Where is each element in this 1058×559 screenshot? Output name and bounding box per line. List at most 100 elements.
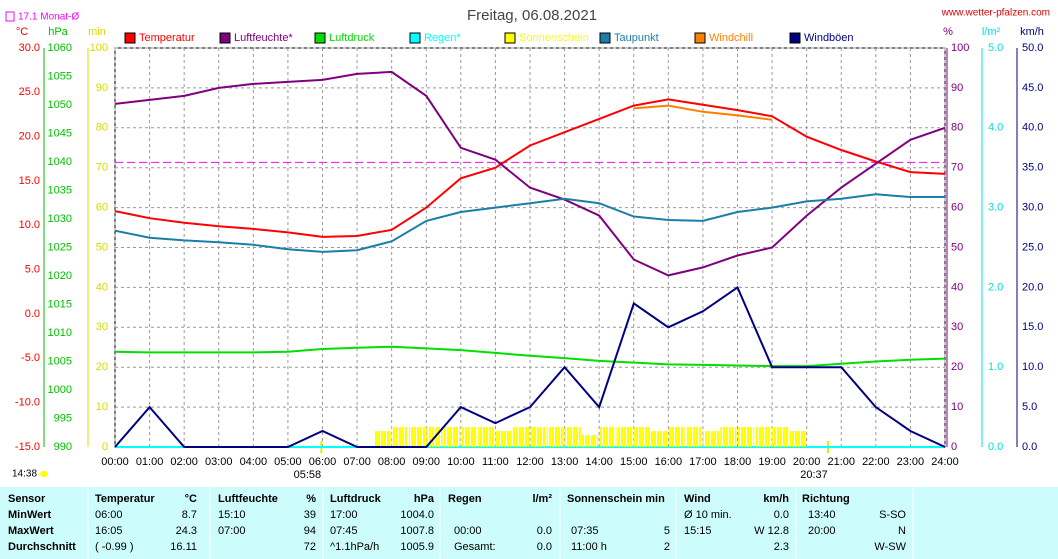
x-tick-label: 21:00 (827, 456, 855, 468)
y-tick-label: 1045 (48, 127, 72, 139)
x-tick-label: 07:00 (343, 456, 371, 468)
table-cell: ( -0.99 ) (95, 541, 134, 553)
table-header: Regen (448, 493, 482, 505)
x-tick-label: 24:00 (931, 456, 959, 468)
x-tick-label: 19:00 (758, 456, 786, 468)
legend-swatch (124, 32, 136, 44)
axis-unit: hPa (48, 26, 68, 38)
legend-label: Luftdruck (329, 32, 375, 44)
y-tick-label: 1010 (48, 327, 72, 339)
y-tick-label: -5.0 (21, 352, 40, 364)
y-tick-label: 80 (96, 122, 108, 134)
y-tick-label: 990 (54, 441, 72, 453)
series-line (114, 345, 946, 368)
x-tick-label: 16:00 (655, 456, 683, 468)
y-tick-label: 10.0 (19, 219, 40, 231)
y-tick-label: 10 (951, 401, 963, 413)
site-url: www.wetter-pfalzen.com (941, 8, 1050, 19)
y-tick-label: 40 (951, 281, 963, 293)
sunset-label: 20:37 (800, 469, 828, 481)
table-header: Luftfeuchte (218, 493, 278, 505)
table-header: °C (185, 493, 197, 505)
table-header: l/m² (532, 493, 552, 505)
table-cell: 15:15 (684, 525, 712, 537)
legend-swatch (789, 32, 801, 44)
x-tick-label: 06:00 (309, 456, 337, 468)
series-line (114, 285, 946, 448)
y-tick-label: 0.0 (25, 308, 40, 320)
y-tick-label: 40.0 (1022, 122, 1043, 134)
x-tick-label: 14:00 (585, 456, 613, 468)
table-cell: 24.3 (176, 525, 197, 537)
x-tick-label: 09:00 (412, 456, 440, 468)
legend-label: Sonnenschein (519, 32, 589, 44)
series-line (114, 70, 946, 277)
y-tick-label: 1015 (48, 298, 72, 310)
y-tick-label: 25.0 (19, 86, 40, 98)
table-cell: Gesamt: (454, 541, 496, 553)
table-cell: Ø 10 min. (684, 509, 732, 521)
y-tick-label: 100 (90, 42, 108, 54)
legend-swatch (599, 32, 611, 44)
avg-icon (5, 11, 15, 22)
x-tick-label: 17:00 (689, 456, 717, 468)
table-header: km/h (763, 493, 789, 505)
row-label: MinWert (8, 509, 52, 521)
y-tick-label: 50 (96, 241, 108, 253)
y-tick-label: 1.0 (988, 361, 1003, 373)
table-cell: 13:40 (808, 509, 836, 521)
sun-icon (40, 471, 48, 477)
table-cell: 1005.9 (400, 541, 434, 553)
chart-title: Freitag, 06.08.2021 (467, 7, 597, 24)
sunshine-bar (599, 427, 616, 447)
y-tick-label: 35.0 (1022, 162, 1043, 174)
sunshine-bar (564, 427, 581, 447)
table-cell: ^1.1hPa/h (330, 541, 379, 553)
x-tick-label: 20:00 (793, 456, 821, 468)
y-tick-label: 1055 (48, 70, 72, 82)
y-tick-label: 70 (951, 162, 963, 174)
sunshine-bar (702, 431, 720, 447)
table-cell: W 12.8 (754, 525, 789, 537)
y-tick-label: 4.0 (988, 122, 1003, 134)
y-tick-label: 10 (96, 401, 108, 413)
sunshine-bar (512, 427, 529, 447)
legend-swatch (409, 32, 421, 44)
x-tick-label: 13:00 (551, 456, 579, 468)
y-tick-label: 0 (102, 441, 108, 453)
y-tick-label: 20.0 (19, 131, 40, 143)
table-cell: 11:00 h (571, 541, 607, 553)
sunshine-bar (772, 427, 789, 447)
table-cell: 16:05 (95, 525, 123, 537)
table-header: Sensor (8, 493, 46, 505)
x-tick-label: 15:00 (620, 456, 648, 468)
table-cell: 94 (304, 525, 316, 537)
legend-label: Windchill (709, 32, 753, 44)
y-tick-label: 40 (96, 281, 108, 293)
axis-unit: km/h (1020, 26, 1044, 38)
table-cell: 0.0 (537, 525, 552, 537)
y-tick-label: 100 (951, 42, 969, 54)
legend-label: Temperatur (139, 32, 195, 44)
sunshine-bar (460, 427, 478, 447)
y-tick-label: 1035 (48, 184, 72, 196)
y-tick-label: 10.0 (1022, 361, 1043, 373)
legend-label: Luftfeuchte* (234, 32, 293, 44)
y-tick-label: 1060 (48, 42, 72, 54)
y-tick-label: 0 (951, 441, 957, 453)
y-tick-label: 15.0 (1022, 321, 1043, 333)
table-cell: 20:00 (808, 525, 836, 537)
sunshine-bar (443, 427, 460, 447)
x-tick-label: 08:00 (378, 456, 406, 468)
axis-unit: °C (16, 26, 28, 38)
table-cell: 16.11 (170, 541, 197, 553)
y-tick-label: 30 (96, 321, 108, 333)
table-cell: 39 (304, 509, 316, 521)
table-cell: S-SO (879, 509, 906, 521)
table-header: hPa (414, 493, 435, 505)
y-tick-label: 25.0 (1022, 241, 1043, 253)
y-tick-label: 5.0 (25, 264, 40, 276)
sunshine-bar (668, 427, 685, 447)
legend-swatch (504, 32, 516, 44)
